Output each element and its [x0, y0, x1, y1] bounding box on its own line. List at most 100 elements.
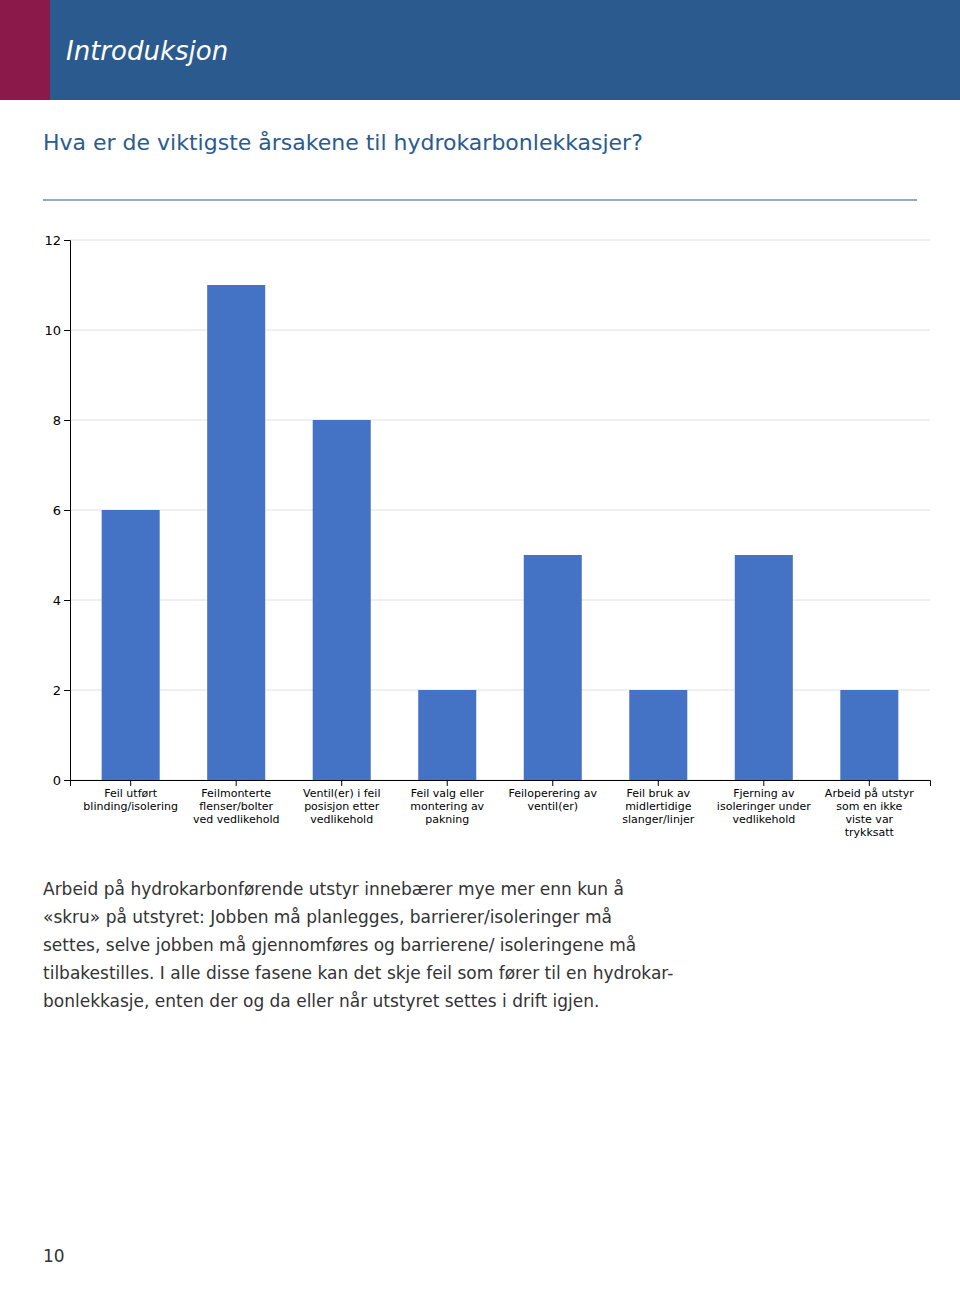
chart-title: Hva er de viktigste årsakene til hydroka… — [43, 130, 643, 155]
x-tick-label-line: ved vedlikehold — [193, 813, 280, 826]
x-tick-label-line: Feil bruk av — [626, 787, 690, 800]
y-axis-line — [64, 241, 71, 781]
y-tick-label: 6 — [53, 503, 61, 518]
y-tick-label: 12 — [44, 233, 61, 248]
x-tick-label: Ventil(er) i feilposisjon ettervedlikeho… — [303, 787, 381, 826]
y-tick-label: 10 — [44, 323, 61, 338]
x-tick: Feil bruk avmidlertidigeslanger/linjer — [622, 780, 694, 826]
y-tick-label: 0 — [53, 773, 61, 788]
y-tick: 6 — [53, 503, 70, 518]
x-tick-label: Arbeid på utstyrsom en ikkeviste vartryk… — [825, 787, 914, 840]
x-tick-label-line: ventil(er) — [527, 800, 578, 813]
grid-line — [70, 690, 930, 691]
x-tick-mark — [341, 780, 342, 786]
grid-line — [70, 510, 930, 511]
x-tick: Feiloperering avventil(er) — [509, 780, 598, 813]
grid-line — [70, 420, 930, 421]
bar — [735, 555, 793, 780]
y-tick-mark — [64, 330, 70, 331]
bar — [418, 690, 476, 780]
y-tick: 12 — [44, 233, 70, 248]
x-tick-mark — [869, 780, 870, 786]
title-rule — [43, 199, 917, 200]
y-tick-label: 8 — [53, 413, 61, 428]
x-tick-label-line: Feilmonterte — [201, 787, 271, 800]
x-tick-label-line: Fjerning av — [733, 787, 795, 800]
y-tick: 4 — [53, 593, 70, 608]
x-tick: Fjerning avisoleringer undervedlikehold — [717, 780, 811, 826]
y-tick-mark — [64, 240, 70, 241]
y-tick: 8 — [53, 413, 70, 428]
y-tick-mark — [64, 420, 70, 421]
grid-line — [70, 240, 930, 241]
y-tick-mark — [64, 600, 70, 601]
banner-accent — [0, 0, 50, 100]
x-tick: Arbeid på utstyrsom en ikkeviste vartryk… — [825, 780, 914, 839]
x-tick-label: Feil valg ellermontering avpakning — [410, 787, 484, 826]
x-axis: Feil utførtblinding/isolering Feilmontert… — [71, 780, 931, 839]
bar — [524, 555, 582, 780]
x-tick-label-line: Feiloperering av — [509, 787, 598, 800]
x-tick-mark — [130, 780, 131, 786]
y-tick: 2 — [53, 683, 70, 698]
x-tick-label-line: Arbeid på utstyr — [825, 787, 914, 800]
y-tick-label: 2 — [53, 683, 61, 698]
bar — [840, 690, 898, 780]
x-tick-label-line: vedlikehold — [310, 813, 373, 826]
body-text: Arbeid på hydrokarbonførende utstyr inne… — [43, 879, 624, 899]
bar — [207, 285, 265, 780]
x-tick-label-line: midlertidige — [625, 800, 691, 813]
grid-line — [70, 330, 930, 331]
x-tick-mark — [447, 780, 448, 786]
x-tick-label-line: montering av — [410, 800, 484, 813]
x-tick-label: Fjerning avisoleringer undervedlikehold — [717, 787, 811, 826]
x-tick-label-line: trykksatt — [845, 826, 895, 839]
y-tick: 0 — [53, 773, 70, 788]
x-tick: Feil utførtblinding/isolering — [83, 780, 178, 813]
x-tick-mark — [552, 780, 553, 786]
bar — [313, 420, 371, 780]
body-text: «skru» på utstyret: Jobben må planlegges… — [43, 907, 612, 927]
y-tick-mark — [64, 690, 70, 691]
x-tick-label: Feil utførtblinding/isolering — [83, 787, 178, 813]
x-tick: Feil valg ellermontering avpakning — [410, 780, 484, 826]
grid-line — [70, 600, 930, 601]
x-tick-mark — [658, 780, 659, 786]
x-tick-label-line: blinding/isolering — [83, 800, 178, 813]
x-tick-label: Feiloperering avventil(er) — [509, 787, 598, 813]
x-tick-label-line: Feil valg eller — [411, 787, 485, 800]
x-tick-label-line: flenser/bolter — [199, 800, 273, 813]
x-tick-label: Feilmonterteflenser/bolterved vedlikehol… — [193, 787, 280, 826]
footer-number: 10 — [43, 1246, 65, 1266]
x-tick-label-line: pakning — [425, 813, 469, 826]
x-axis-line — [71, 781, 931, 787]
body-text: settes, selve jobben må gjennomføres og … — [43, 935, 636, 955]
page: Introduksjon Hva er de viktigste årsakene… — [0, 0, 960, 1300]
x-tick-label-line: vedlikehold — [732, 813, 795, 826]
x-tick-mark — [763, 780, 764, 786]
x-tick-label-line: isoleringer under — [717, 800, 811, 813]
x-tick-label: Feil bruk avmidlertidigeslanger/linjer — [622, 787, 694, 826]
y-tick: 10 — [44, 323, 70, 338]
body-text: bonlekkasje, enten der og da eller når u… — [43, 991, 599, 1011]
body-text: tilbakestilles. I alle disse fasene kan … — [43, 963, 673, 983]
x-tick-mark — [236, 780, 237, 786]
bar — [629, 690, 687, 780]
x-tick-label-line: Feil utført — [104, 787, 158, 800]
x-tick: Feilmonterteflenser/bolterved vedlikehol… — [193, 780, 280, 826]
plot-area — [102, 285, 899, 780]
bar — [102, 510, 160, 780]
banner-title: Introduksjon — [66, 36, 228, 66]
x-tick-label-line: som en ikke — [836, 800, 902, 813]
y-tick-mark — [64, 780, 70, 781]
x-tick: Ventil(er) i feilposisjon ettervedlikeho… — [303, 780, 381, 826]
x-tick-label-line: viste var — [845, 813, 893, 826]
x-tick-label-line: Ventil(er) i feil — [303, 787, 381, 800]
grid — [70, 240, 930, 780]
banner — [0, 0, 960, 100]
y-axis: 0 2 4 6 8 10 12 — [44, 233, 70, 788]
x-tick-label-line: slanger/linjer — [622, 813, 694, 826]
y-tick-mark — [64, 510, 70, 511]
x-tick-label-line: posisjon etter — [304, 800, 380, 813]
y-tick-label: 4 — [53, 593, 61, 608]
